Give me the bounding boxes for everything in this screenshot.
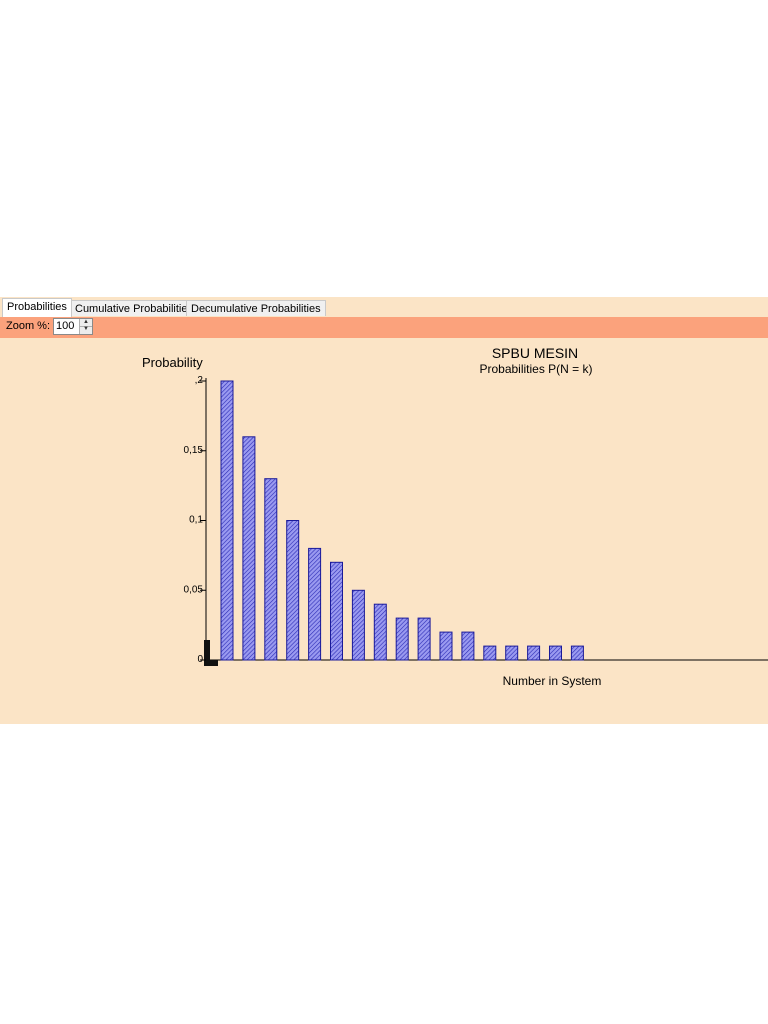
chart-panel: Probability SPBU MESIN Probabilities P(N… — [0, 338, 768, 724]
y-axis-label: Probability — [142, 355, 203, 370]
zoom-toolbar: Zoom %: 100 ▲ ▼ — [0, 317, 768, 338]
bar-k-14 — [527, 645, 541, 661]
y-tick-label: 0,05 — [184, 584, 204, 595]
bar-k-3 — [286, 520, 300, 661]
bar-k-10 — [439, 631, 453, 661]
bar-k-9 — [417, 617, 431, 661]
zoom-value[interactable]: 100 — [56, 320, 75, 332]
tab-bar: Probabilities Cumulative Probabilities D… — [0, 297, 768, 317]
probability-chart: Probability SPBU MESIN Probabilities P(N… — [142, 345, 768, 688]
bar-k-11 — [461, 631, 475, 661]
tab-probabilities[interactable]: Probabilities — [2, 298, 72, 317]
bar-k-5 — [330, 561, 343, 661]
bar-k-16 — [570, 645, 584, 661]
tab-decumulative-probabilities[interactable]: Decumulative Probabilities — [186, 300, 326, 316]
bar-k-7 — [373, 603, 387, 661]
zoom-label: Zoom %: — [6, 320, 51, 332]
bar-k-4 — [308, 547, 322, 661]
bar-k-2 — [264, 478, 278, 661]
bar-k-6 — [351, 589, 365, 661]
axis-marker-base — [204, 660, 218, 666]
chart-title: SPBU MESIN — [492, 345, 578, 361]
y-tick-label: ,2 — [195, 375, 204, 386]
spin-up-icon[interactable]: ▲ — [80, 319, 92, 327]
bar-k-15 — [549, 645, 562, 661]
chart-subtitle: Probabilities P(N = k) — [479, 362, 592, 376]
y-tick-label: 0,1 — [189, 515, 203, 526]
y-tick-label: 0 — [197, 654, 203, 665]
axis-marker — [204, 640, 210, 660]
bar-k-8 — [395, 617, 409, 661]
y-tick-label: 0,15 — [184, 445, 204, 456]
bar-k-1 — [242, 436, 256, 661]
zoom-spinner[interactable]: ▲ ▼ — [79, 319, 92, 334]
bar-k-13 — [505, 645, 519, 661]
tab-cumulative-probabilities[interactable]: Cumulative Probabilities — [70, 300, 198, 316]
probability-viewer: Probabilities Cumulative Probabilities D… — [0, 297, 768, 724]
x-axis-label: Number in System — [503, 674, 602, 688]
bar-k-12 — [483, 645, 497, 661]
spin-down-icon[interactable]: ▼ — [83, 326, 89, 332]
bar-k-0 — [220, 380, 234, 661]
zoom-stepper[interactable]: 100 ▲ ▼ — [53, 318, 93, 335]
